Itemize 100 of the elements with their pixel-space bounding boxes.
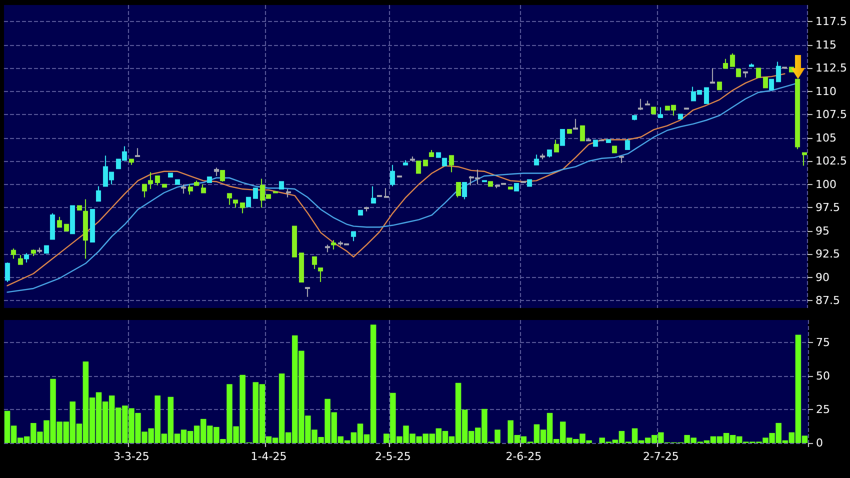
candlestick bbox=[540, 153, 545, 160]
candlestick bbox=[488, 181, 493, 187]
candlestick bbox=[24, 252, 29, 263]
y-tick-label: 75 bbox=[816, 336, 830, 350]
candlestick bbox=[286, 188, 291, 198]
y-tick-label: 117.5 bbox=[816, 15, 848, 28]
candlestick bbox=[162, 184, 167, 188]
candlestick bbox=[175, 179, 180, 185]
candlestick bbox=[135, 148, 140, 157]
candlestick bbox=[246, 196, 251, 208]
candlestick bbox=[77, 205, 82, 211]
candlestick bbox=[155, 176, 160, 186]
candlestick bbox=[429, 149, 434, 157]
candlestick bbox=[129, 158, 134, 166]
candlestick bbox=[214, 167, 219, 177]
candlestick bbox=[580, 125, 585, 142]
candlestick bbox=[534, 154, 539, 166]
y-tick-label: 105 bbox=[816, 131, 837, 144]
x-tick-label: 3-3-25 bbox=[113, 450, 150, 463]
candlestick bbox=[148, 172, 153, 190]
candlestick bbox=[802, 152, 807, 166]
candlestick bbox=[325, 244, 330, 253]
x-tick-label: 2-5-25 bbox=[374, 450, 411, 463]
candlestick bbox=[593, 140, 598, 147]
candlestick bbox=[423, 160, 428, 166]
candlestick bbox=[573, 118, 578, 130]
candlestick bbox=[312, 256, 317, 270]
candlestick bbox=[220, 170, 225, 182]
y-tick-label: 87.5 bbox=[816, 294, 840, 308]
candlestick bbox=[508, 186, 513, 190]
candlestick bbox=[188, 184, 193, 196]
candlestick bbox=[416, 160, 421, 174]
y-tick-label: 92.5 bbox=[816, 248, 840, 261]
y-tick-label: 0 bbox=[816, 436, 823, 450]
candlestick bbox=[658, 106, 663, 118]
candlestick bbox=[567, 129, 572, 134]
candlestick bbox=[554, 139, 559, 152]
candlestick bbox=[18, 254, 23, 265]
candlestick bbox=[651, 106, 656, 114]
candlestick bbox=[456, 182, 461, 198]
candlestick bbox=[5, 262, 10, 282]
candlestick bbox=[371, 186, 376, 204]
y-tick-label: 112.5 bbox=[816, 62, 848, 75]
y-tick-label: 95 bbox=[816, 224, 830, 238]
y-tick-label: 107.5 bbox=[816, 108, 848, 122]
candlestick bbox=[547, 149, 552, 158]
candlestick bbox=[83, 198, 88, 260]
candlestick bbox=[351, 231, 356, 242]
candlestick bbox=[207, 176, 212, 184]
candlestick bbox=[50, 212, 55, 240]
candlestick bbox=[763, 76, 768, 88]
candlestick bbox=[37, 247, 42, 254]
candlestick bbox=[292, 226, 297, 258]
candlestick bbox=[253, 188, 258, 199]
candlestick bbox=[632, 115, 637, 121]
candlestick bbox=[612, 146, 617, 154]
candlestick bbox=[142, 184, 147, 198]
candlestick bbox=[743, 71, 748, 78]
candlestick bbox=[560, 129, 565, 146]
candlestick bbox=[227, 193, 232, 206]
candlestick bbox=[331, 240, 336, 250]
candlestick bbox=[606, 139, 611, 144]
candlestick bbox=[678, 114, 683, 120]
candlestick bbox=[299, 252, 304, 282]
candlestick bbox=[240, 202, 245, 214]
candlestick bbox=[168, 172, 173, 178]
candlestick bbox=[279, 181, 284, 190]
candlestick bbox=[586, 137, 591, 142]
x-tick-label: 2-7-25 bbox=[642, 450, 679, 463]
candlestick bbox=[233, 200, 238, 208]
candlestick bbox=[710, 68, 715, 84]
candlestick bbox=[462, 182, 467, 200]
y-tick-label: 50 bbox=[816, 370, 830, 383]
candlestick bbox=[318, 268, 323, 282]
candlestick bbox=[730, 52, 735, 67]
candlestick bbox=[736, 68, 741, 78]
candlestick bbox=[756, 68, 761, 78]
candlestick bbox=[403, 160, 408, 166]
y-tick-label: 90 bbox=[816, 270, 830, 284]
candlestick bbox=[717, 82, 722, 90]
y-tick-label: 115 bbox=[816, 38, 837, 52]
candlestick bbox=[57, 216, 62, 228]
candlestick bbox=[364, 206, 369, 212]
candlestick bbox=[410, 156, 415, 162]
candlestick bbox=[70, 205, 75, 234]
y-tick-label: 25 bbox=[816, 403, 830, 416]
candlestick bbox=[11, 248, 16, 260]
candlestick bbox=[625, 138, 630, 150]
candlestick bbox=[90, 208, 95, 243]
candlestick bbox=[769, 78, 774, 90]
candlestick bbox=[194, 180, 199, 186]
candlestick bbox=[442, 158, 447, 166]
y-tick-label: 110 bbox=[816, 84, 837, 98]
candlestick bbox=[436, 152, 441, 158]
candlestick bbox=[358, 210, 363, 216]
candlestick bbox=[201, 184, 206, 194]
x-tick-label: 2-6-25 bbox=[506, 450, 542, 463]
y-tick-label: 97.5 bbox=[816, 201, 840, 214]
candlestick bbox=[527, 179, 532, 187]
candlestick bbox=[390, 164, 395, 187]
